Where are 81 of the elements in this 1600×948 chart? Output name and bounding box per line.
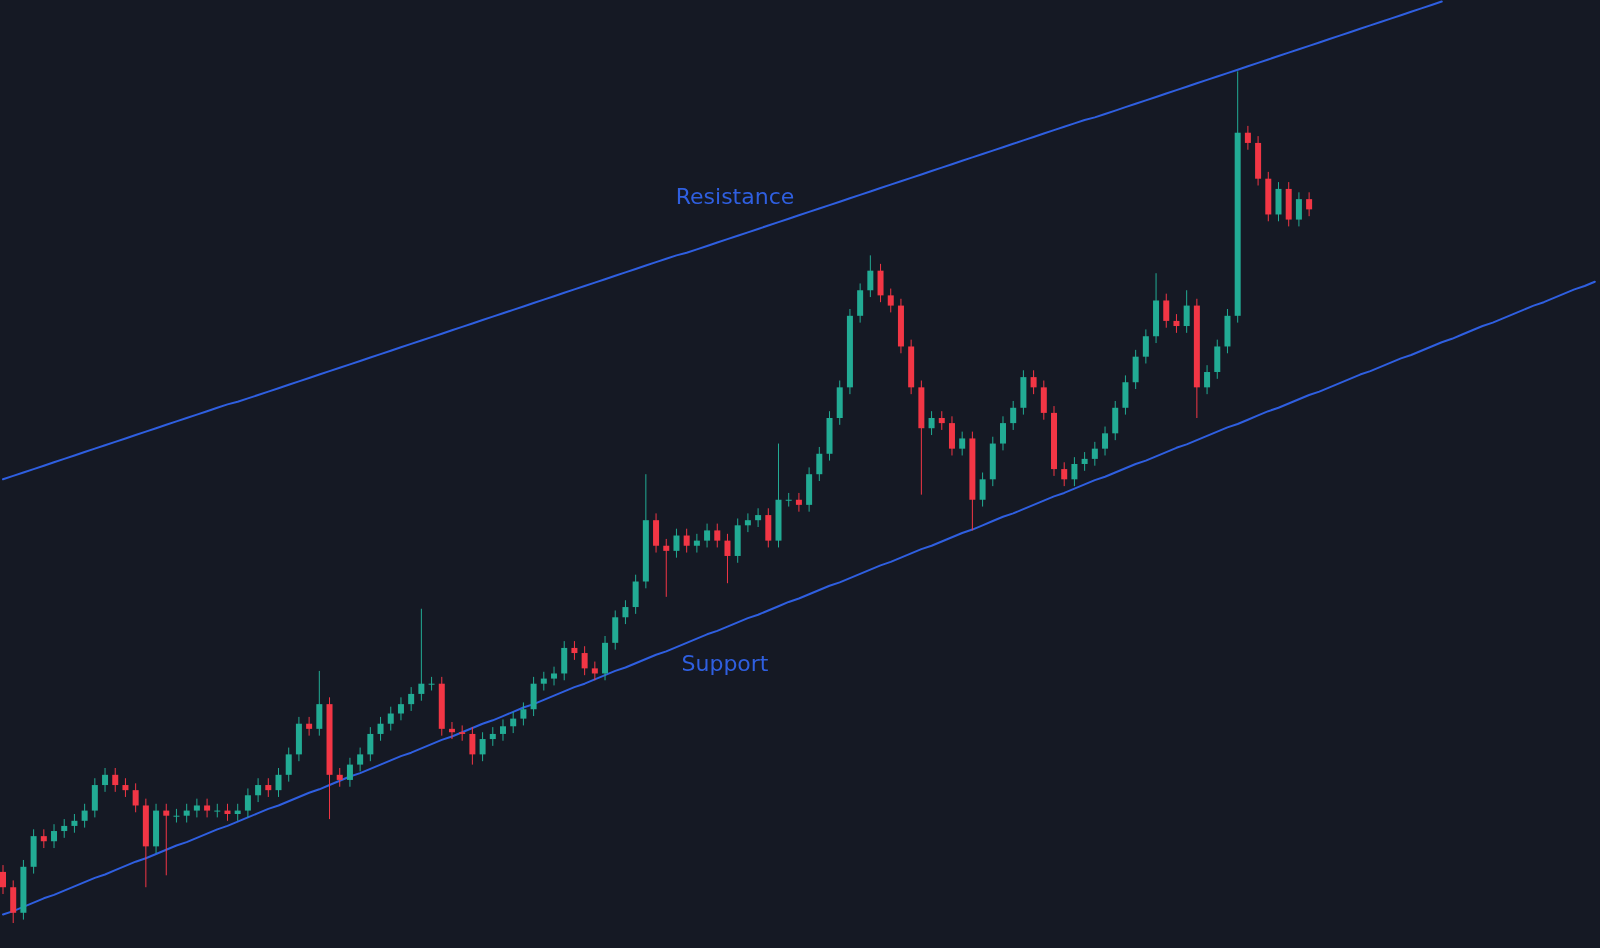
candlestick xyxy=(183,803,190,824)
candlestick xyxy=(999,415,1006,451)
candlestick xyxy=(979,472,986,508)
candlestick xyxy=(346,757,353,788)
candlestick xyxy=(571,640,578,661)
candlestick xyxy=(785,492,792,508)
candlestick xyxy=(520,701,527,726)
candlestick xyxy=(479,731,486,762)
candlestick xyxy=(489,726,496,747)
annotation: Resistance xyxy=(675,184,795,209)
candlestick xyxy=(367,726,374,762)
candlestick xyxy=(51,823,58,849)
candlestick xyxy=(622,599,629,625)
candlestick xyxy=(500,718,506,742)
candlestick xyxy=(1163,293,1170,329)
candlestick xyxy=(959,431,966,456)
candlestick xyxy=(1061,461,1068,487)
candlestick xyxy=(704,523,711,548)
candlestick xyxy=(265,777,272,798)
candlestick xyxy=(1306,191,1313,217)
candlestick xyxy=(448,721,455,740)
candlestick xyxy=(397,696,404,721)
candlestick xyxy=(1295,191,1302,227)
candlestick xyxy=(132,782,139,813)
candlestick xyxy=(755,507,762,528)
candlestick xyxy=(285,747,292,783)
candlestick xyxy=(867,254,874,298)
candlestick xyxy=(510,711,517,734)
candlestick xyxy=(693,533,700,554)
candlestick xyxy=(377,716,384,742)
candlestick xyxy=(1183,289,1190,334)
candlestick xyxy=(81,803,88,829)
candlestick xyxy=(744,512,751,533)
candlestick xyxy=(173,808,180,824)
candlestick xyxy=(816,446,823,482)
candlestick xyxy=(61,818,68,839)
candlestick xyxy=(1244,125,1251,151)
candlestick xyxy=(1071,456,1078,487)
candlestick xyxy=(204,798,211,818)
candlestick xyxy=(244,787,251,818)
candlestick xyxy=(0,864,6,895)
candlestick xyxy=(683,528,690,554)
candlestick xyxy=(1030,369,1037,395)
candlestick xyxy=(112,767,119,793)
candlestick xyxy=(581,645,588,676)
candlestick xyxy=(795,492,802,513)
candlestick xyxy=(1173,313,1180,334)
candlestick xyxy=(591,661,598,681)
candlestick xyxy=(551,666,558,686)
candlestick xyxy=(408,686,415,712)
candlestick xyxy=(428,676,435,692)
candlestick xyxy=(71,813,78,834)
candlestick xyxy=(1010,400,1017,431)
candlestick xyxy=(1204,364,1211,395)
candlestick xyxy=(255,777,262,803)
candlestick xyxy=(469,726,476,766)
candlestick xyxy=(1081,451,1088,472)
candlestick xyxy=(714,523,721,548)
candlestick xyxy=(938,410,945,431)
candlestick xyxy=(887,288,894,313)
candlestick xyxy=(1102,426,1109,456)
candlestick xyxy=(336,767,343,788)
candlestick xyxy=(724,533,731,584)
candlestick xyxy=(459,724,466,742)
candlestick xyxy=(540,671,547,692)
candlestick xyxy=(418,608,425,702)
candlestick xyxy=(122,777,129,798)
candlestick xyxy=(928,410,935,436)
candlestick xyxy=(163,803,170,876)
candlestick xyxy=(673,528,680,559)
candlestick xyxy=(387,706,394,732)
candlestick xyxy=(40,828,47,849)
candlestick xyxy=(1091,441,1098,467)
candlestick xyxy=(1142,328,1149,364)
candlestick xyxy=(193,798,200,818)
annotation: Support xyxy=(681,651,769,676)
candlestick xyxy=(663,538,670,598)
candlestick xyxy=(102,767,109,793)
candlestick xyxy=(275,767,282,798)
candlestick xyxy=(357,747,364,772)
candlestick xyxy=(306,716,313,737)
